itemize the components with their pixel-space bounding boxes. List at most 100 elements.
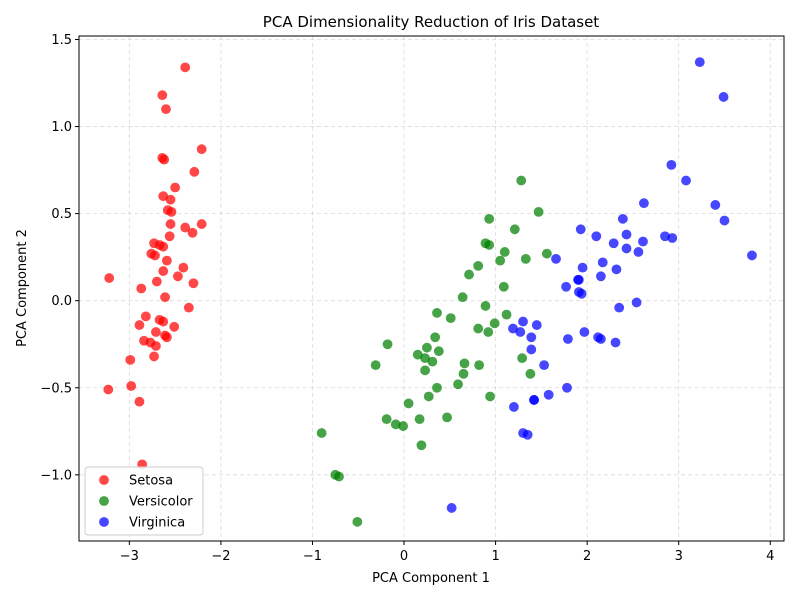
data-point-setosa [151, 341, 161, 351]
data-point-versicolor [459, 358, 470, 369]
data-point-virginica [719, 215, 730, 226]
data-point-versicolor [485, 391, 495, 402]
data-point-setosa [125, 354, 136, 365]
series-versicolor [316, 175, 552, 527]
data-point-virginica [539, 360, 550, 371]
y-tick-label: 1.5 [51, 33, 72, 48]
data-point-versicolor [334, 471, 344, 482]
y-tick-label: 0.5 [51, 207, 72, 222]
data-point-virginica [509, 402, 519, 412]
data-point-setosa [170, 182, 181, 193]
data-point-virginica [718, 92, 729, 102]
data-point-virginica [531, 320, 542, 330]
y-tick-label: −1.0 [40, 468, 72, 483]
data-point-virginica [508, 323, 518, 334]
data-point-virginica [591, 231, 602, 242]
data-point-virginica [660, 231, 670, 242]
data-point-versicolor [525, 368, 536, 379]
data-point-versicolor [416, 440, 427, 451]
data-point-setosa [180, 222, 191, 233]
data-point-virginica [638, 236, 648, 247]
y-axis-ticks: −1.0 −0.5 0.0 0.5 1.0 1.5 [40, 33, 79, 483]
data-point-virginica [446, 503, 457, 513]
data-point-virginica [747, 250, 757, 261]
data-point-setosa [187, 227, 198, 238]
data-point-versicolor [432, 307, 442, 318]
data-point-setosa [158, 191, 169, 202]
data-point-versicolor [445, 313, 456, 324]
y-axis-label: PCA Component 2 [15, 229, 30, 347]
legend-marker-versicolor [99, 496, 109, 506]
data-point-virginica [551, 253, 561, 264]
chart-title: PCA Dimensionality Reduction of Iris Dat… [263, 13, 600, 31]
data-point-virginica [617, 213, 628, 224]
data-point-virginica [561, 281, 571, 292]
data-point-setosa [172, 271, 183, 282]
data-point-versicolor [316, 428, 327, 438]
data-point-virginica [562, 382, 572, 393]
data-point-setosa [159, 154, 170, 165]
x-tick-label: −2 [211, 549, 230, 564]
data-point-versicolor [464, 269, 474, 280]
data-point-setosa [161, 255, 172, 266]
data-point-virginica [631, 297, 642, 308]
x-tick-label: 4 [766, 549, 774, 564]
data-point-virginica [574, 274, 584, 285]
data-point-virginica [595, 271, 606, 282]
data-point-versicolor [433, 346, 444, 357]
data-point-setosa [140, 311, 151, 322]
data-point-versicolor [381, 414, 392, 425]
x-axis-label: PCA Component 1 [372, 571, 490, 586]
data-point-setosa [160, 292, 170, 303]
data-point-versicolor [453, 379, 463, 390]
data-point-versicolor [517, 353, 528, 364]
data-point-virginica [515, 327, 526, 337]
data-point-versicolor [489, 318, 500, 329]
data-point-versicolor [398, 421, 409, 431]
data-point-setosa [169, 321, 180, 332]
data-point-versicolor [432, 382, 442, 393]
data-point-setosa [188, 278, 199, 289]
data-point-virginica [522, 429, 533, 440]
data-point-versicolor [414, 414, 425, 425]
data-point-virginica [526, 332, 537, 343]
data-point-setosa [134, 320, 145, 330]
data-point-versicolor [520, 253, 531, 264]
data-point-versicolor [403, 398, 414, 409]
data-point-versicolor [484, 213, 495, 224]
data-point-setosa [166, 206, 177, 217]
data-point-versicolor [498, 281, 509, 292]
data-point-versicolor [541, 248, 552, 259]
data-point-setosa [151, 327, 161, 337]
legend: Setosa Versicolor Virginica [84, 466, 204, 536]
data-point-versicolor [480, 301, 491, 311]
data-point-virginica [526, 344, 537, 355]
data-point-setosa [103, 384, 114, 395]
data-point-versicolor [474, 360, 485, 371]
data-point-setosa [161, 104, 171, 115]
series-virginica [446, 57, 757, 513]
data-point-virginica [608, 238, 619, 249]
x-tick-label: 2 [583, 549, 591, 564]
y-tick-label: 0.0 [51, 294, 72, 309]
data-point-virginica [694, 57, 705, 68]
data-point-versicolor [484, 240, 495, 250]
data-point-setosa [164, 231, 175, 242]
x-tick-label: −3 [120, 549, 139, 564]
data-point-versicolor [495, 255, 506, 266]
data-point-versicolor [499, 247, 510, 257]
x-axis-ticks: −3 −2 −1 0 1 2 3 4 [120, 541, 774, 564]
data-point-virginica [639, 198, 649, 209]
data-point-versicolor [420, 353, 430, 364]
data-points [103, 57, 757, 527]
data-point-versicolor [509, 224, 520, 235]
data-point-setosa [183, 302, 194, 313]
data-point-setosa [150, 250, 160, 261]
data-point-versicolor [516, 175, 527, 186]
data-point-virginica [614, 302, 625, 313]
data-point-versicolor [430, 332, 441, 343]
data-point-versicolor [457, 292, 468, 303]
data-point-versicolor [412, 349, 423, 360]
data-point-versicolor [442, 412, 452, 423]
